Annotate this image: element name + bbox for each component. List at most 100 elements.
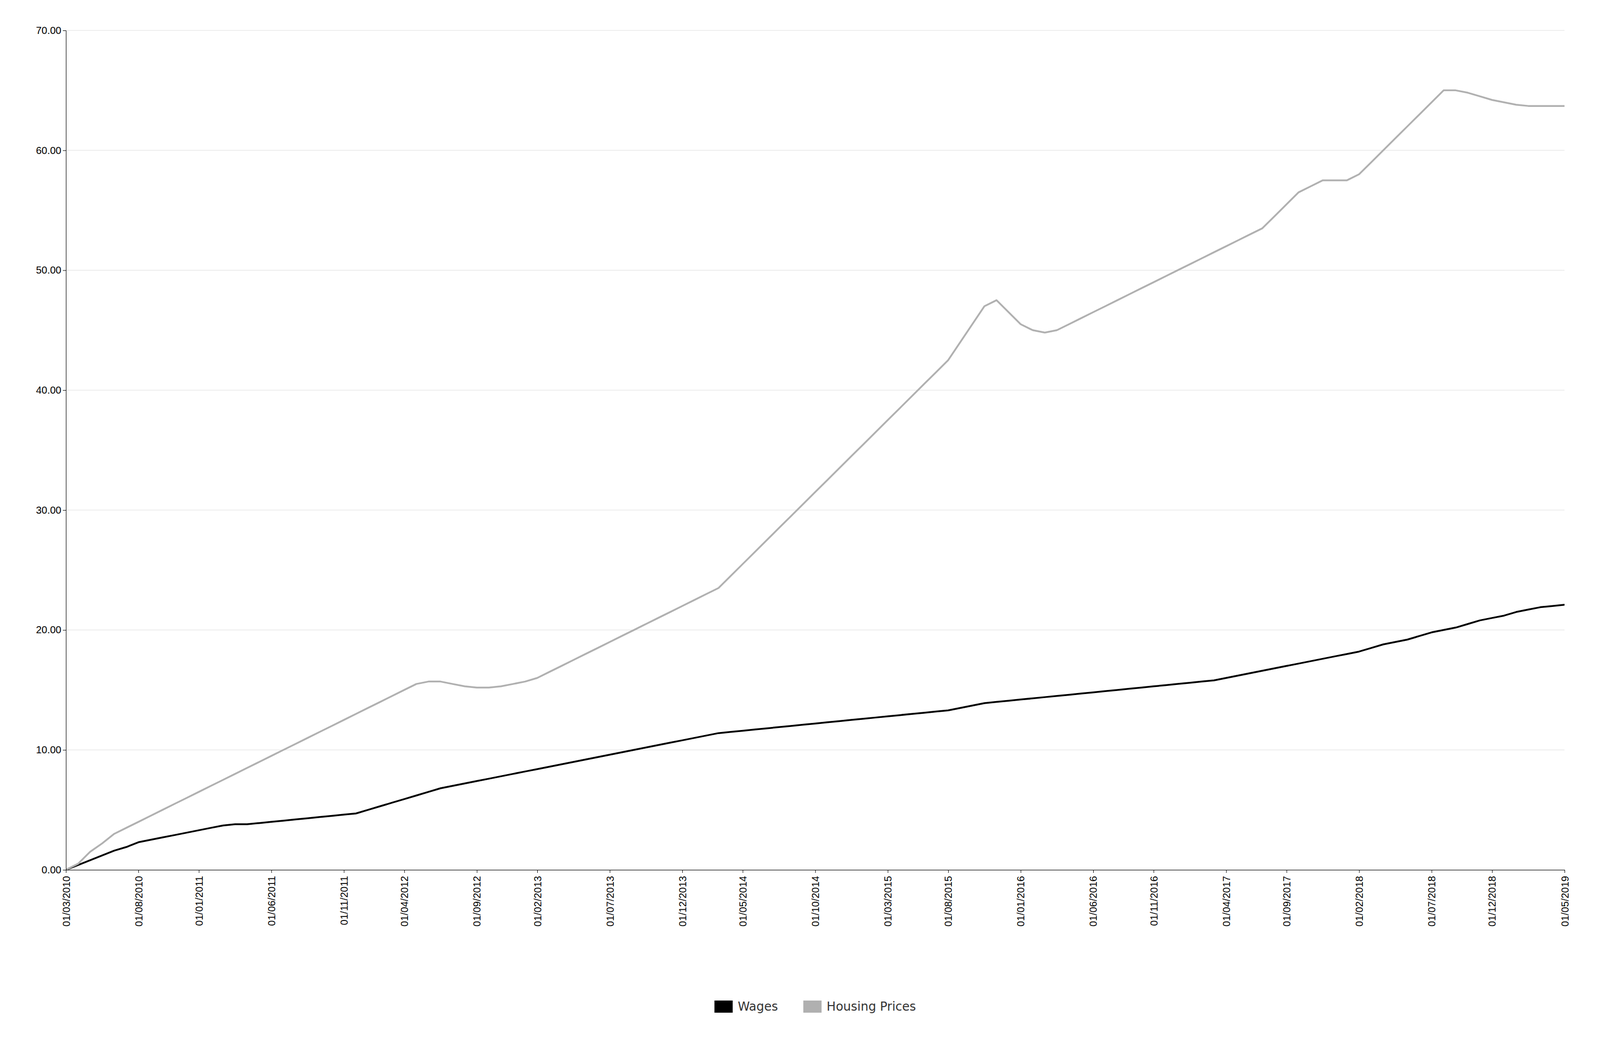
x-tick: 01/06/2016 bbox=[1087, 870, 1099, 927]
legend-label: Housing Prices bbox=[826, 999, 916, 1015]
x-tick: 01/07/2013 bbox=[604, 870, 616, 927]
legend-label: Wages bbox=[737, 999, 778, 1015]
series-line bbox=[65, 90, 1565, 871]
x-tick: 01/01/2011 bbox=[193, 870, 205, 927]
x-tick: 01/05/2019 bbox=[1559, 870, 1571, 927]
x-tick: 01/06/2011 bbox=[266, 870, 278, 927]
grid-line bbox=[65, 270, 1565, 271]
x-tick-label: 01/07/2018 bbox=[1426, 876, 1438, 927]
grid-line bbox=[65, 629, 1565, 631]
x-tick: 01/09/2017 bbox=[1281, 870, 1293, 927]
x-tick: 01/02/2013 bbox=[532, 870, 544, 927]
legend-swatch bbox=[803, 1000, 822, 1014]
x-tick: 01/10/2014 bbox=[809, 870, 822, 927]
x-tick-mark bbox=[1431, 870, 1433, 874]
marks bbox=[65, 90, 1565, 871]
grid-line bbox=[65, 390, 1565, 391]
x-tick-label: 01/11/2016 bbox=[1148, 876, 1160, 927]
x-tick-mark bbox=[404, 870, 405, 874]
chart: 01/03/201001/08/201001/01/201101/06/2011… bbox=[0, 0, 1600, 1037]
y-axis: 0.00 10.00 20.00 30.00 40.00 50.00 60.00 70.00 bbox=[35, 24, 67, 876]
x-tick: 01/03/2015 bbox=[882, 870, 894, 927]
x-tick-label: 01/02/2013 bbox=[532, 876, 544, 927]
x-tick-label: 01/04/2012 bbox=[398, 876, 411, 927]
x-tick-mark bbox=[1286, 870, 1288, 874]
x-tick-label: 01/12/2013 bbox=[677, 876, 689, 927]
x-tick-mark bbox=[343, 870, 345, 874]
x-tick: 01/01/2016 bbox=[1015, 870, 1027, 927]
x-tick-mark bbox=[138, 870, 139, 874]
y-tick: 60.00 bbox=[35, 144, 66, 157]
y-tick-mark bbox=[62, 150, 66, 152]
x-tick-mark bbox=[1359, 870, 1360, 874]
x-tick: 01/02/2018 bbox=[1353, 870, 1365, 927]
x-tick-mark bbox=[1492, 870, 1493, 874]
y-tick-label: 40.00 bbox=[35, 384, 62, 396]
x-tick-mark bbox=[1093, 870, 1094, 874]
x-tick-mark bbox=[815, 870, 816, 874]
x-tick-label: 01/05/2014 bbox=[737, 876, 749, 927]
x-tick-label: 01/07/2013 bbox=[604, 876, 616, 927]
y-tick-label: 60.00 bbox=[35, 144, 62, 157]
y-tick-label: 10.00 bbox=[35, 744, 62, 756]
x-tick: 01/08/2015 bbox=[942, 870, 954, 927]
x-tick-mark bbox=[271, 870, 272, 874]
y-tick-label: 50.00 bbox=[35, 264, 62, 276]
y-tick-mark bbox=[62, 270, 66, 271]
y-tick: 20.00 bbox=[35, 624, 66, 636]
x-tick-label: 01/02/2018 bbox=[1353, 876, 1365, 927]
x-tick-label: 01/04/2017 bbox=[1220, 876, 1233, 927]
x-tick-label: 01/09/2017 bbox=[1281, 876, 1293, 927]
x-tick-label: 01/06/2016 bbox=[1087, 876, 1099, 927]
x-tick-mark bbox=[609, 870, 611, 874]
x-tick: 01/12/2013 bbox=[677, 870, 689, 927]
legend: Wages Housing Prices bbox=[714, 999, 917, 1015]
y-tick-mark bbox=[62, 30, 66, 31]
y-tick-mark bbox=[62, 630, 66, 631]
x-tick: 01/07/2018 bbox=[1426, 870, 1438, 927]
y-tick-label: 20.00 bbox=[35, 624, 62, 636]
x-tick: 01/11/2016 bbox=[1148, 870, 1160, 927]
x-tick: 01/03/2010 bbox=[60, 870, 72, 927]
series-line bbox=[65, 605, 1565, 871]
legend-item: Housing Prices bbox=[803, 999, 916, 1015]
x-tick-mark bbox=[682, 870, 683, 874]
x-tick-label: 01/11/2011 bbox=[338, 876, 350, 926]
x-tick: 01/12/2018 bbox=[1486, 870, 1498, 927]
x-tick-label: 01/12/2018 bbox=[1486, 876, 1498, 927]
y-tick: 70.00 bbox=[35, 24, 66, 36]
x-tick-label: 01/10/2014 bbox=[809, 876, 822, 927]
plot: 01/03/201001/08/201001/01/201101/06/2011… bbox=[35, 24, 1571, 927]
x-tick-mark bbox=[537, 870, 538, 874]
y-tick: 10.00 bbox=[35, 744, 66, 756]
y-tick-mark bbox=[62, 390, 66, 391]
grid-line bbox=[65, 509, 1565, 511]
y-tick-mark bbox=[62, 870, 66, 871]
y-tick: 40.00 bbox=[35, 384, 66, 396]
y-tick: 0.00 bbox=[41, 864, 66, 876]
x-tick-mark bbox=[948, 870, 949, 874]
y-tick: 50.00 bbox=[35, 264, 66, 276]
x-tick-label: 01/01/2016 bbox=[1015, 876, 1027, 927]
grid bbox=[65, 30, 1565, 871]
grid-line bbox=[65, 750, 1565, 751]
x-axis: 01/03/201001/08/201001/01/201101/06/2011… bbox=[60, 870, 1571, 927]
y-tick-label: 30.00 bbox=[35, 504, 62, 516]
x-tick-mark bbox=[1564, 870, 1566, 874]
x-tick-mark bbox=[887, 870, 889, 874]
x-tick-label: 01/06/2011 bbox=[266, 876, 278, 927]
x-tick: 01/05/2014 bbox=[737, 870, 749, 927]
legend-item: Wages bbox=[714, 999, 778, 1015]
x-tick-label: 01/01/2011 bbox=[193, 876, 205, 927]
x-tick: 01/04/2012 bbox=[398, 870, 411, 927]
x-tick-mark bbox=[742, 870, 743, 874]
grid-line bbox=[65, 150, 1565, 151]
y-axis-line bbox=[62, 30, 67, 871]
x-tick-label: 01/05/2019 bbox=[1559, 876, 1571, 927]
x-tick-label: 01/08/2015 bbox=[942, 876, 954, 927]
x-tick-mark bbox=[198, 870, 200, 874]
legend-swatch bbox=[714, 1000, 733, 1014]
x-tick: 01/04/2017 bbox=[1220, 870, 1233, 927]
x-axis-line bbox=[66, 870, 1566, 874]
y-tick-mark bbox=[62, 510, 66, 511]
